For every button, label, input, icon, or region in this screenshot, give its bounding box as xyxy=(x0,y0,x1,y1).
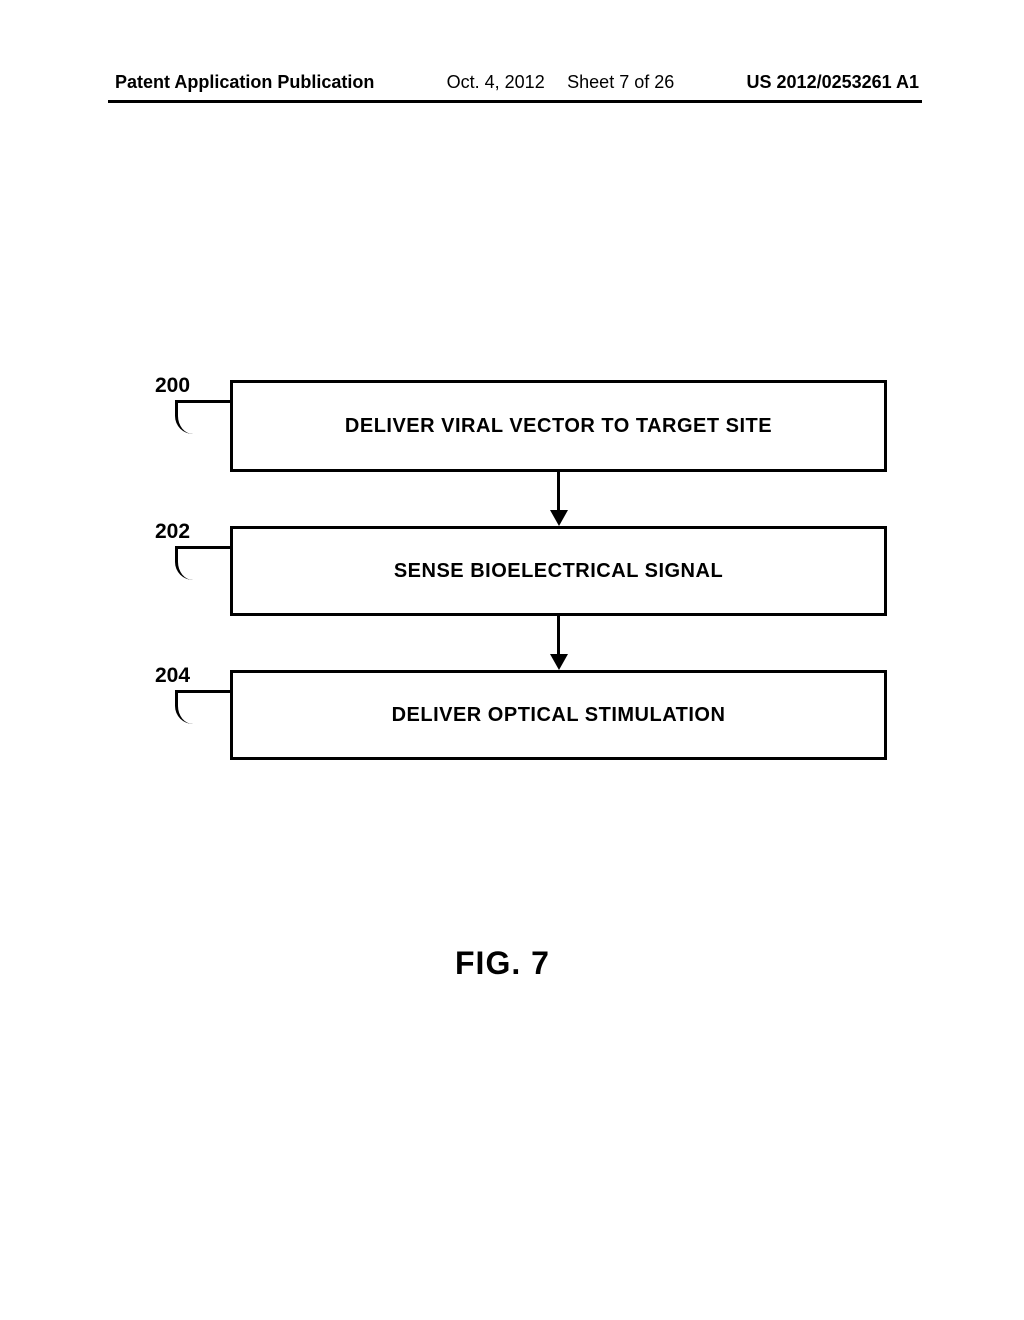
header-publication-type: Patent Application Publication xyxy=(115,72,374,93)
ref-label-204: 204 xyxy=(155,664,190,688)
arrow-head-0 xyxy=(550,510,568,526)
arrow-head-1 xyxy=(550,654,568,670)
leader-line-200 xyxy=(175,400,233,434)
header-rule xyxy=(108,100,922,103)
ref-label-200: 200 xyxy=(155,374,190,398)
flow-box-200: DELIVER VIRAL VECTOR TO TARGET SITE xyxy=(230,380,887,472)
arrow-shaft-0 xyxy=(557,472,560,510)
header-sheet: Sheet 7 of 26 xyxy=(567,72,674,92)
flow-box-204: DELIVER OPTICAL STIMULATION xyxy=(230,670,887,760)
leader-line-204 xyxy=(175,690,233,724)
flow-box-202: SENSE BIOELECTRICAL SIGNAL xyxy=(230,526,887,616)
header-center: Oct. 4, 2012 Sheet 7 of 26 xyxy=(447,72,675,93)
ref-label-202: 202 xyxy=(155,520,190,544)
page-header: Patent Application Publication Oct. 4, 2… xyxy=(0,72,1024,93)
header-date: Oct. 4, 2012 xyxy=(447,72,545,92)
figure-label: FIG. 7 xyxy=(455,945,550,982)
leader-line-202 xyxy=(175,546,233,580)
arrow-shaft-1 xyxy=(557,616,560,654)
header-pub-number: US 2012/0253261 A1 xyxy=(747,72,919,93)
